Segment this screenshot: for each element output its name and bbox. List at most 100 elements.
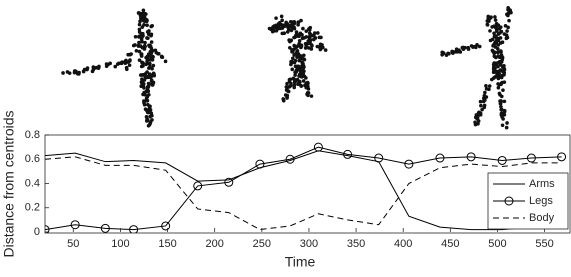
figure-dot — [297, 33, 302, 37]
figure-dot — [285, 89, 290, 93]
series-marker — [557, 152, 567, 162]
figure-dot — [149, 40, 154, 44]
series-marker — [404, 159, 414, 169]
figure-dot — [144, 19, 149, 24]
figure-dot — [65, 70, 70, 74]
point-cloud-figures — [61, 5, 513, 130]
figure-dot — [494, 39, 498, 44]
figure-dot — [499, 53, 504, 58]
series-marker — [526, 153, 536, 163]
figure-dot — [485, 23, 490, 27]
figure-dot — [492, 64, 496, 69]
figure-dot — [296, 20, 301, 24]
series-line — [45, 146, 562, 231]
figure-dot — [499, 75, 504, 80]
figure-dot — [137, 49, 142, 54]
series-marker — [193, 181, 203, 191]
figure-dot — [147, 52, 152, 56]
figure-dot — [484, 84, 488, 88]
figure-dot — [499, 94, 504, 99]
y-axis-title: Distance from centroids — [1, 110, 17, 257]
figure-dot — [151, 63, 156, 68]
series-marker — [70, 220, 80, 230]
figure-dot — [307, 40, 312, 44]
figure-dot — [307, 31, 312, 36]
figure-dot — [147, 66, 151, 70]
figure-dot — [289, 28, 294, 33]
figure-dot — [85, 66, 90, 70]
figure-dot — [493, 15, 497, 19]
series-marker — [255, 159, 265, 169]
figure-dot — [471, 45, 475, 49]
legend-label: Body — [529, 212, 555, 224]
figure-dot — [496, 76, 501, 81]
figure-dot — [483, 90, 487, 95]
figure-dot — [498, 41, 503, 45]
figure-dot — [502, 67, 507, 71]
figure-dot — [73, 69, 78, 73]
figure-dot — [127, 63, 132, 68]
figure-dot — [148, 104, 152, 109]
figure-dot — [321, 45, 325, 50]
figure-dot — [301, 66, 306, 70]
figure-dot — [323, 48, 328, 52]
figure-dot — [81, 69, 86, 74]
y-tick-label: 0.6 — [25, 153, 40, 165]
series-marker — [224, 177, 234, 187]
figure-dot — [492, 31, 496, 36]
figure-dot — [136, 44, 141, 48]
figure-dot — [291, 49, 295, 54]
figure-dot — [149, 24, 153, 29]
figure-dot — [141, 82, 146, 86]
figure-dot — [303, 46, 308, 50]
y-tick-label: 0.8 — [25, 129, 40, 141]
figure-dot — [90, 69, 95, 74]
figure-dot — [291, 56, 295, 61]
x-tick-label: 450 — [441, 238, 459, 250]
figure-dot — [292, 77, 297, 82]
figure-dot — [144, 115, 149, 119]
figure-dot — [276, 24, 280, 28]
figure-dot — [284, 24, 288, 28]
figure-dot — [479, 103, 483, 108]
figure-dot — [285, 30, 290, 34]
figure-dot — [475, 117, 479, 121]
figure-dot — [279, 22, 284, 27]
figure-dot — [482, 103, 487, 108]
figure-dot — [304, 29, 309, 33]
x-tick-label: 200 — [205, 238, 223, 250]
figure-dot — [140, 25, 145, 29]
figure-dot — [474, 45, 478, 50]
figure-dot — [140, 77, 144, 81]
figure-dot — [306, 91, 311, 95]
figure-dot — [282, 31, 287, 36]
figure-dot — [148, 44, 153, 49]
figure-dot — [295, 64, 300, 69]
figure-dot — [494, 25, 498, 30]
figure-dot — [299, 54, 303, 58]
series-line — [45, 156, 562, 231]
figure-dot — [299, 83, 303, 88]
figure-dot — [309, 94, 314, 98]
legend-label: Legs — [529, 195, 553, 207]
series-marker — [497, 155, 507, 165]
figure-dot — [440, 53, 444, 57]
figure-dot — [498, 25, 503, 29]
figure-dot — [280, 18, 284, 23]
figure-dot — [285, 93, 290, 98]
figure-dot — [141, 8, 146, 13]
figure-dot — [482, 94, 487, 98]
figure-dot — [501, 111, 506, 116]
series-marker — [374, 153, 384, 163]
figure-dot — [500, 57, 505, 62]
figure-dot — [301, 61, 305, 66]
figure-dot — [493, 45, 498, 49]
figure-dot — [316, 31, 320, 35]
figure-dot — [500, 69, 504, 73]
figure-dot — [97, 64, 101, 69]
figure-dot — [149, 111, 153, 115]
x-tick-label: 50 — [67, 238, 79, 250]
figure-dot — [139, 54, 144, 58]
figure-dot — [149, 78, 154, 82]
